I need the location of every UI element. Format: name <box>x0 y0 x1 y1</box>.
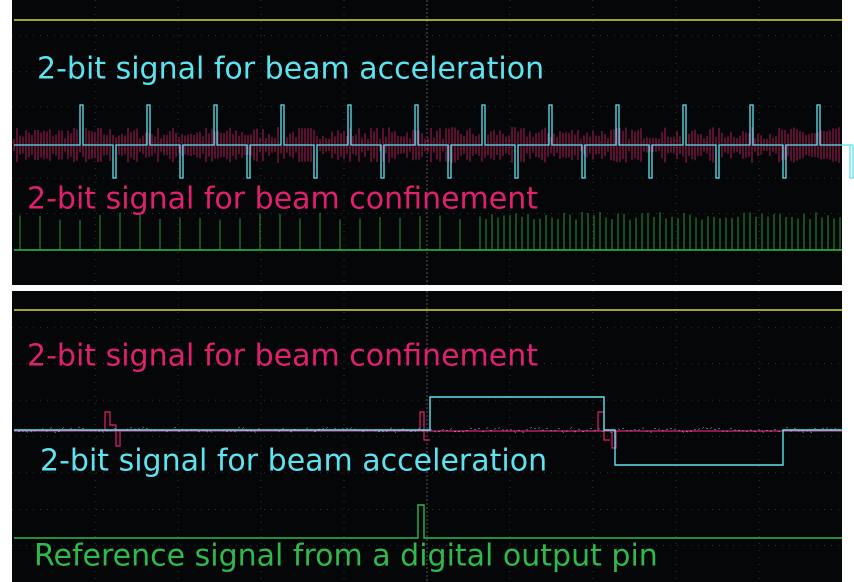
label-confinement: 2-bit signal for beam confinement <box>27 182 538 217</box>
trace <box>19 212 841 250</box>
traces <box>13 19 854 539</box>
grid <box>12 0 842 582</box>
trace <box>14 504 842 539</box>
label-acceleration: 2-bit signal for beam acceleration <box>40 444 547 479</box>
trace <box>104 411 617 449</box>
label-acceleration: 2-bit signal for beam acceleration <box>37 52 544 87</box>
label-confinement: 2-bit signal for beam confinement <box>27 339 538 374</box>
trace <box>14 104 854 179</box>
panel-top <box>12 0 842 285</box>
trace <box>13 426 841 434</box>
label-reference: Reference signal from a digital output p… <box>34 539 658 574</box>
trace <box>14 396 842 466</box>
